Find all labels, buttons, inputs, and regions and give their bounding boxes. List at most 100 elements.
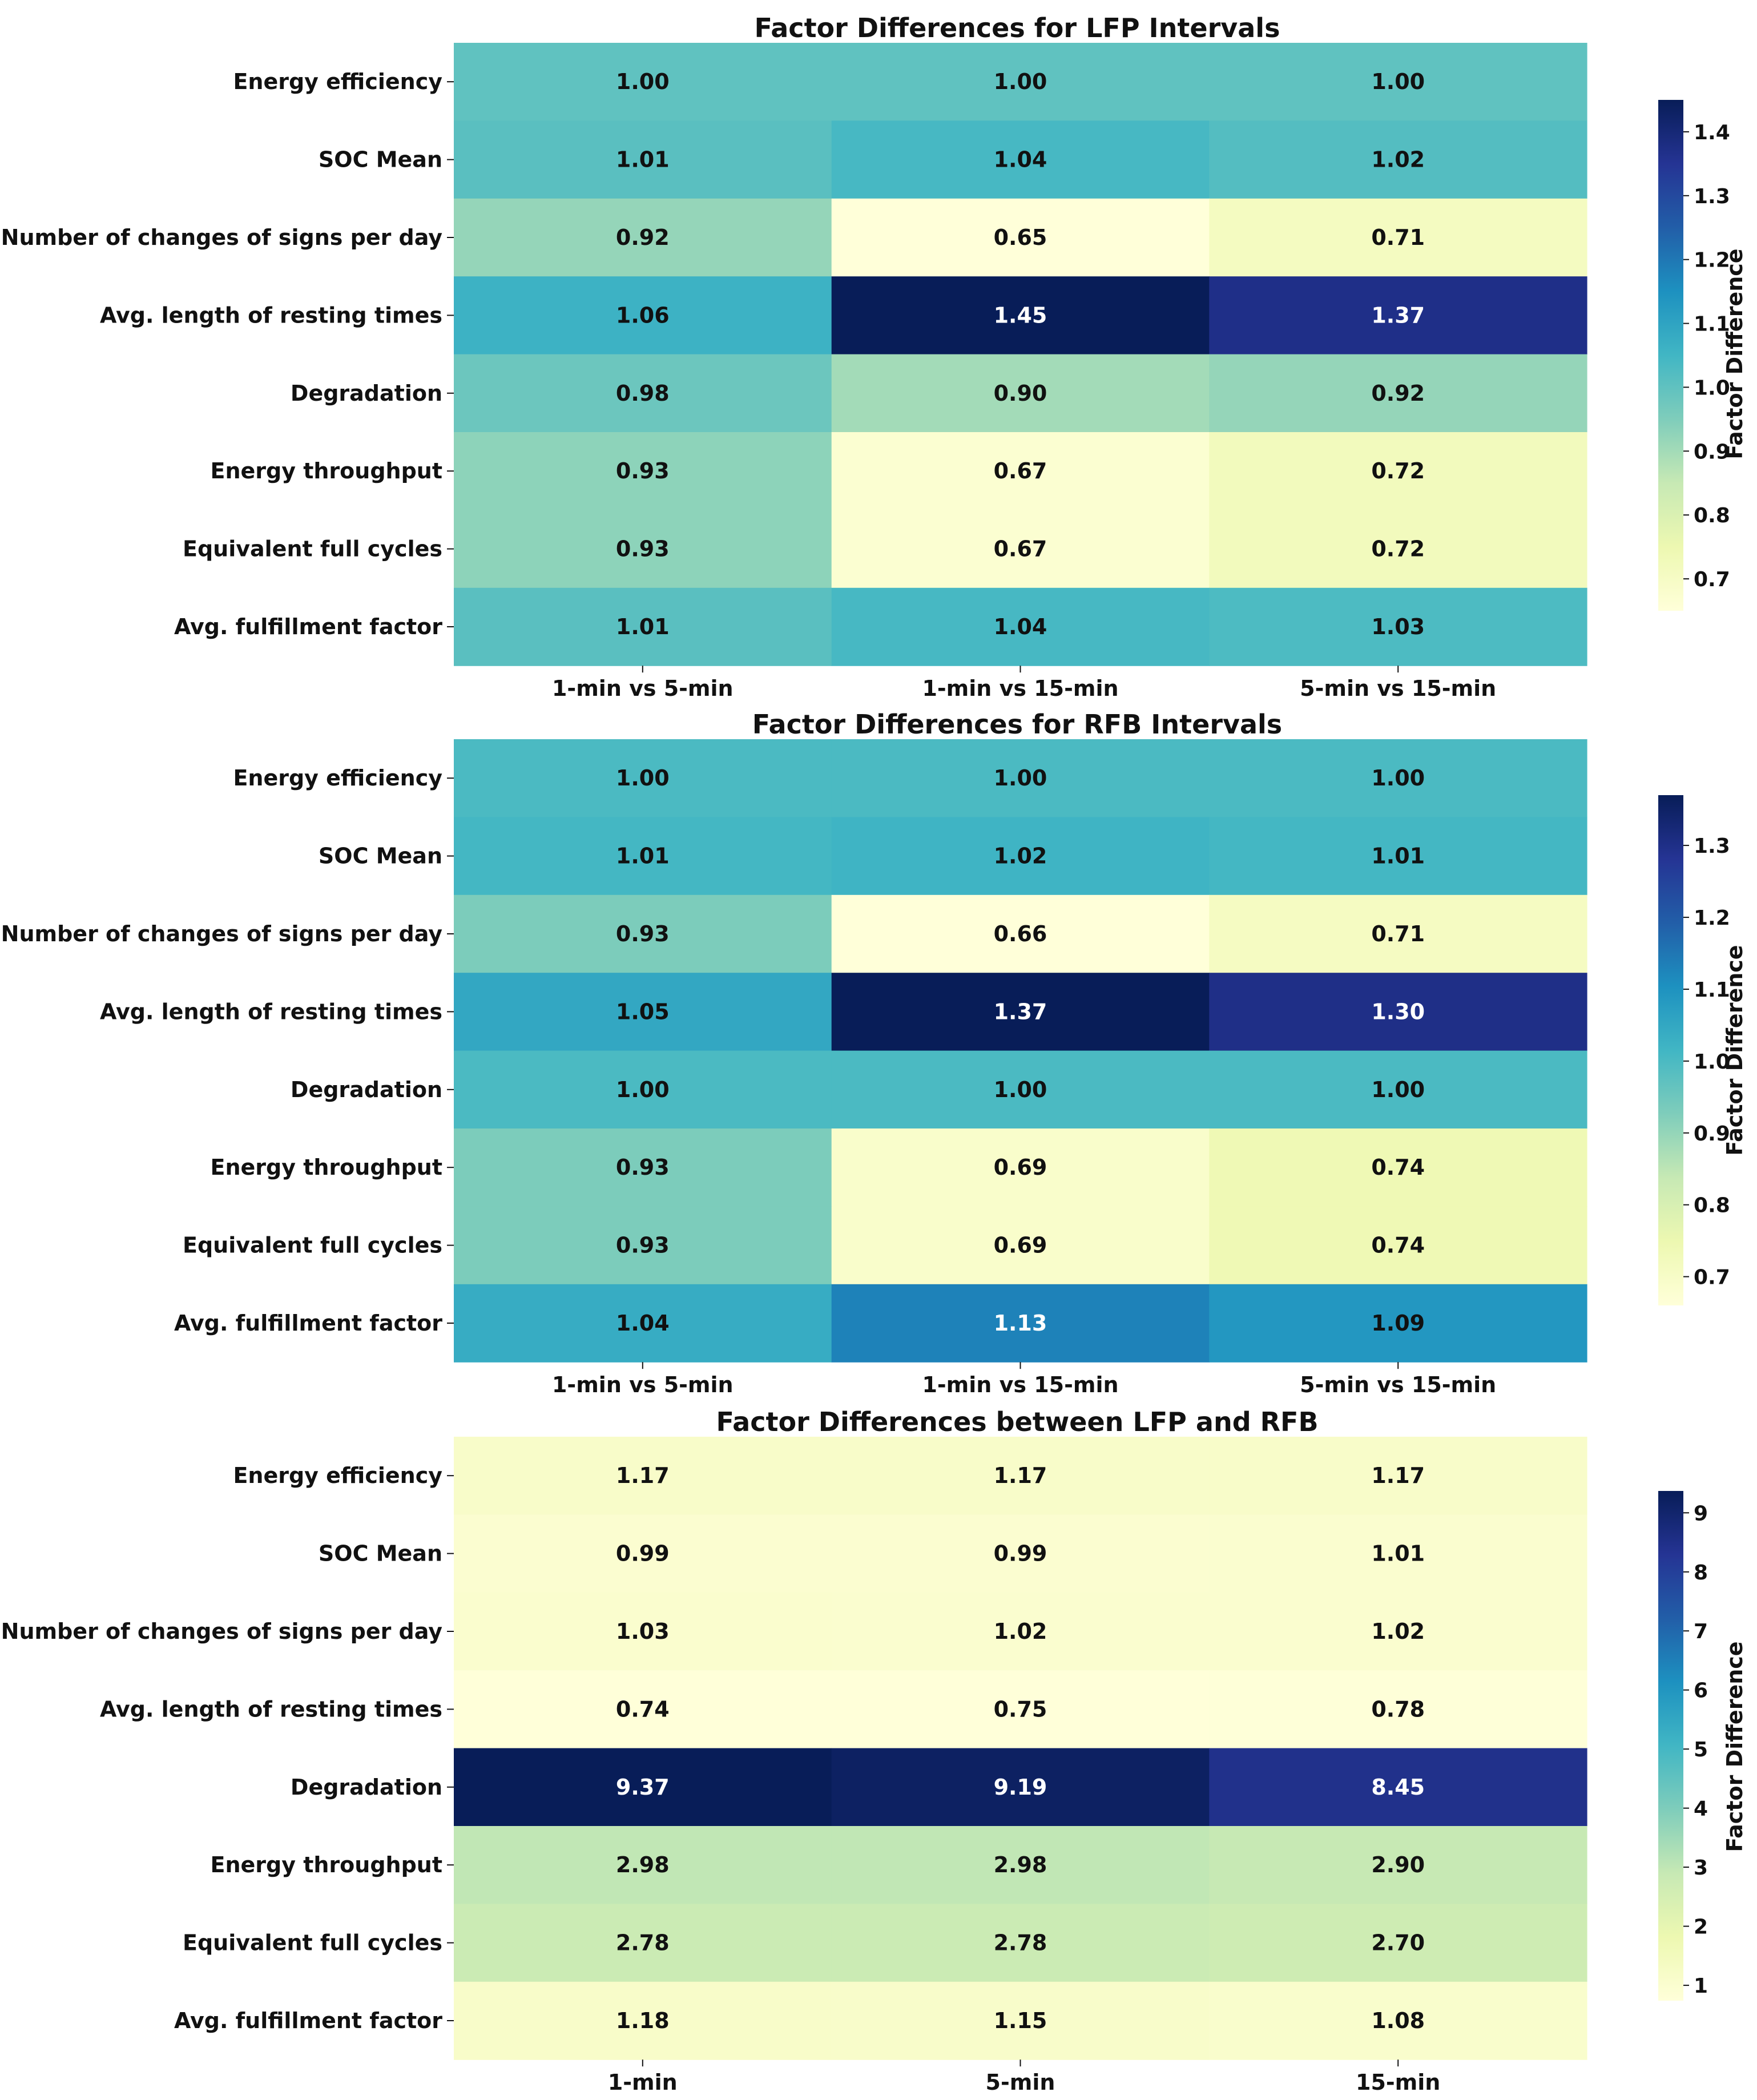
cell-value-label: 1.08 — [1371, 2008, 1425, 2033]
column-label: 1-min vs 15-min — [922, 1372, 1118, 1397]
row-label: Avg. length of resting times — [100, 999, 442, 1024]
heatmap-cell — [831, 587, 1210, 666]
heatmap-cell — [1209, 817, 1587, 896]
cell-value-label: 1.06 — [616, 303, 670, 328]
heatmap-cell — [1209, 1748, 1587, 1827]
heatmap-cell — [831, 1514, 1210, 1593]
colorbar-tick-label: 1.3 — [1694, 835, 1730, 858]
row-label: SOC Mean — [319, 1541, 442, 1566]
heatmap-cell — [831, 1748, 1210, 1827]
heatmap-cell — [454, 432, 832, 510]
column-labels: 1-min 5-min 15-min — [608, 2059, 1440, 2095]
heatmap-cell — [1209, 432, 1587, 510]
colorbar-tick-label: 2 — [1694, 1916, 1708, 1939]
colorbar-gradient — [1658, 1491, 1683, 2001]
heatmap-cell — [454, 1592, 832, 1671]
heatmap-cell — [831, 198, 1210, 277]
heatmap-cell — [831, 432, 1210, 510]
heatmap-cell — [1209, 1284, 1587, 1363]
cell-value-label: 0.69 — [994, 1155, 1047, 1180]
heatmap-cell — [831, 1050, 1210, 1129]
column-label: 5-min vs 15-min — [1300, 1372, 1496, 1397]
heatmap-cell — [1209, 1826, 1587, 1904]
cell-value-label: 0.72 — [1371, 537, 1425, 562]
colorbar-tick-label: 1.2 — [1694, 906, 1730, 930]
heatmap-cells: 1.00 1.00 1.00 1.01 1.02 1.01 0.93 0.66 0.71 1.05… — [454, 739, 1587, 1363]
colorbar-tick-label: 0.8 — [1694, 504, 1730, 527]
colorbar-tick-label: 1.1 — [1694, 978, 1730, 1002]
cell-value-label: 0.93 — [616, 537, 670, 562]
row-label: Energy throughput — [210, 458, 442, 483]
cell-value-label: 1.00 — [994, 69, 1047, 94]
heatmap-cell — [454, 1514, 832, 1593]
column-label: 1-min vs 5-min — [552, 676, 734, 701]
colorbar-tick-label: 6 — [1694, 1679, 1708, 1703]
row-labels: Energy efficiency SOC Mean Number of chang… — [1, 69, 454, 639]
cell-value-label: 1.01 — [1371, 844, 1425, 869]
heatmap-cell — [454, 1206, 832, 1285]
heatmap-cell — [454, 510, 832, 589]
heatmap-cell — [1209, 1437, 1587, 1515]
heatmap-cell — [1209, 354, 1587, 433]
cell-value-label: 9.19 — [994, 1775, 1047, 1800]
colorbar-label: Factor Difference — [1722, 945, 1747, 1155]
heatmap-cell — [454, 43, 832, 121]
row-label: Avg. fulfillment factor — [174, 614, 442, 639]
colorbar-tick-label: 1.0 — [1694, 376, 1730, 400]
cell-value-label: 1.00 — [616, 765, 670, 791]
colorbar-tick-label: 5 — [1694, 1738, 1708, 1762]
heatmap-cell — [831, 973, 1210, 1051]
cell-value-label: 0.74 — [1371, 1233, 1425, 1258]
row-label: Degradation — [291, 1775, 442, 1800]
heatmap-cell — [1209, 1592, 1587, 1671]
cell-value-label: 2.78 — [994, 1930, 1047, 1956]
heatmap-cell — [831, 1284, 1210, 1363]
row-label: Degradation — [291, 381, 442, 406]
cell-value-label: 1.00 — [1371, 765, 1425, 791]
cell-value-label: 1.04 — [994, 147, 1047, 172]
cell-value-label: 1.00 — [1371, 1077, 1425, 1102]
cell-value-label: 1.00 — [616, 1077, 670, 1102]
row-label: SOC Mean — [319, 147, 442, 172]
heatmap-cell — [831, 1128, 1210, 1207]
column-label: 15-min — [1356, 2070, 1440, 2095]
cell-value-label: 1.17 — [616, 1463, 670, 1488]
heatmap-cell — [1209, 1514, 1587, 1593]
heatmap-cell — [454, 120, 832, 199]
cell-value-label: 0.93 — [616, 458, 670, 483]
row-label: Equivalent full cycles — [183, 1233, 442, 1258]
column-label: 5-min — [986, 2070, 1055, 2095]
colorbar-tick-label: 7 — [1694, 1620, 1708, 1643]
colorbar-tick-label: 0.7 — [1694, 1266, 1730, 1289]
cell-value-label: 1.03 — [1371, 614, 1425, 639]
cell-value-label: 0.74 — [1371, 1155, 1425, 1180]
cell-value-label: 1.00 — [994, 765, 1047, 791]
heatmap-cell — [831, 739, 1210, 817]
column-label: 1-min — [608, 2070, 678, 2095]
heatmap-cell — [1209, 587, 1587, 666]
row-label: Energy efficiency — [233, 765, 442, 791]
heatmap-cell — [831, 1592, 1210, 1671]
heatmap-cells: 1.17 1.17 1.17 0.99 0.99 1.01 1.03 1.02 1.02 0.74… — [454, 1437, 1587, 2060]
column-label: 1-min vs 5-min — [552, 1372, 734, 1397]
cell-value-label: 2.98 — [616, 1852, 670, 1877]
row-label: Degradation — [291, 1077, 442, 1102]
heatmap-cell — [1209, 43, 1587, 121]
cell-value-label: 0.67 — [994, 537, 1047, 562]
colorbar-tick-label: 0.8 — [1694, 1194, 1730, 1218]
row-labels: Energy efficiency SOC Mean Number of chang… — [1, 765, 454, 1336]
heatmap-cell — [1209, 894, 1587, 973]
colorbar-tick-label: 1.0 — [1694, 1050, 1730, 1074]
heatmap-cell — [831, 1981, 1210, 2060]
cell-value-label: 0.72 — [1371, 458, 1425, 483]
cell-value-label: 1.01 — [616, 614, 670, 639]
panel-lfp-vs-rfb: Factor Differences between LFP and RFB 1… — [1, 1406, 1747, 2095]
cell-value-label: 1.18 — [616, 2008, 670, 2033]
cell-value-label: 1.02 — [1371, 147, 1425, 172]
heatmap-cell — [831, 276, 1210, 355]
colorbar-gradient — [1658, 795, 1683, 1305]
cell-value-label: 0.93 — [616, 1155, 670, 1180]
column-labels: 1-min vs 5-min 1-min vs 15-min 5-min vs 15… — [552, 666, 1496, 701]
cell-value-label: 0.99 — [994, 1541, 1047, 1566]
